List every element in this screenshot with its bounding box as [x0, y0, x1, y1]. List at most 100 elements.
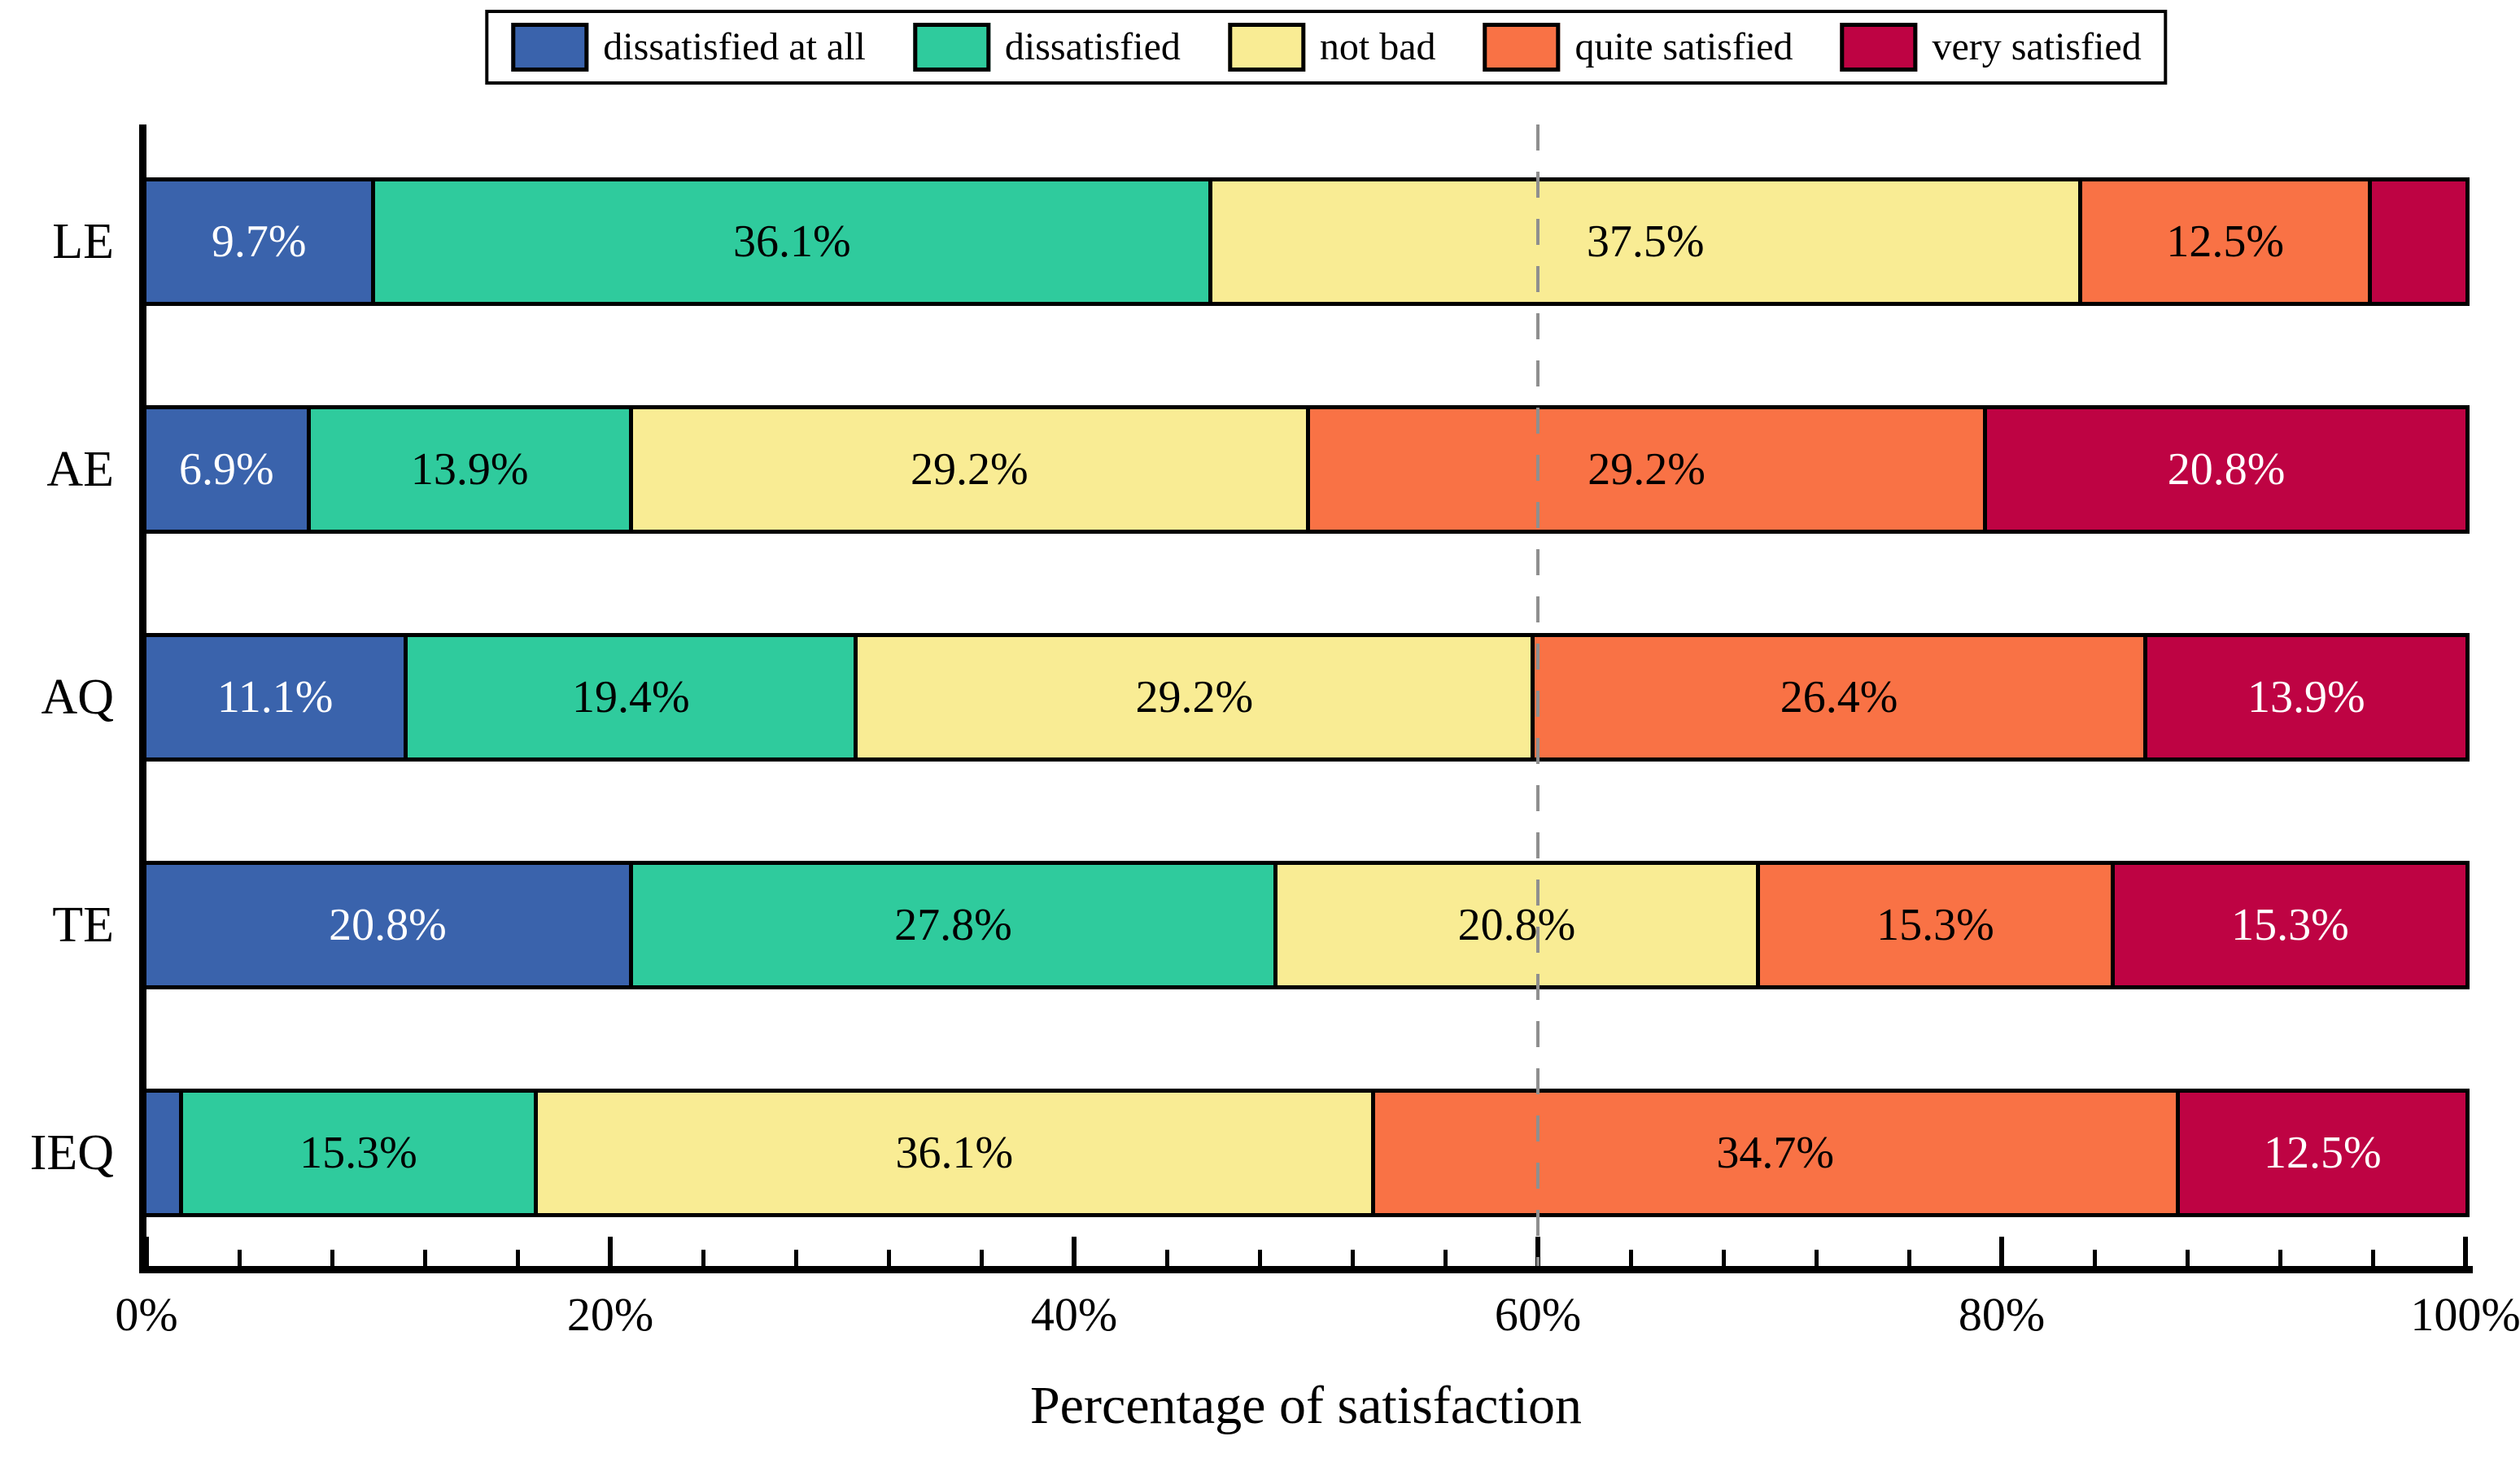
segment-value-label: 15.3% — [1876, 900, 1994, 950]
minor-tick — [1721, 1250, 1726, 1266]
category-label: AE — [46, 442, 114, 497]
segment-value-label: 36.1% — [733, 216, 851, 267]
minor-tick — [1628, 1250, 1633, 1266]
bar-segment: 29.2% — [1305, 409, 1984, 530]
bar-segment: 29.2% — [854, 637, 1531, 757]
bar-segment — [2368, 181, 2465, 302]
segment-value-label: 13.9% — [2247, 672, 2365, 722]
legend-swatch-icon — [1483, 23, 1561, 72]
category-label: TE — [52, 897, 114, 953]
segment-value-label: 37.5% — [1586, 216, 1705, 267]
reference-line-60-percent — [1536, 124, 1540, 1266]
minor-tick — [422, 1250, 427, 1266]
category-label: AQ — [41, 670, 114, 725]
bar-segment: 34.7% — [1370, 1093, 2176, 1213]
major-tick — [144, 1237, 149, 1266]
bar-segment: 37.5% — [1208, 181, 2079, 302]
bar-segment: 12.5% — [2175, 1093, 2465, 1213]
minor-tick — [793, 1250, 798, 1266]
bar-segment: 26.4% — [1531, 637, 2143, 757]
segment-value-label: 9.7% — [211, 216, 307, 267]
segment-value-label: 13.9% — [410, 444, 529, 495]
category-label: LE — [52, 214, 114, 269]
minor-tick — [979, 1250, 984, 1266]
legend-swatch-icon — [511, 23, 589, 72]
bar-segment: 20.8% — [1983, 409, 2465, 530]
segment-value-label: 20.8% — [1457, 900, 1576, 950]
bar-segment: 6.9% — [146, 409, 307, 530]
minor-tick — [2278, 1250, 2282, 1266]
segment-value-label: 20.8% — [329, 900, 447, 950]
minor-tick — [1443, 1250, 1448, 1266]
bar-segment: 11.1% — [146, 637, 404, 757]
bar-segment: 27.8% — [628, 865, 1274, 985]
minor-tick — [1906, 1250, 1911, 1266]
segment-value-label: 15.3% — [2231, 900, 2349, 950]
legend-label: quite satisfied — [1574, 25, 1793, 68]
minor-tick — [1164, 1250, 1169, 1266]
minor-tick — [515, 1250, 520, 1266]
legend-item: not bad — [1227, 23, 1436, 72]
segment-value-label: 36.1% — [895, 1128, 1014, 1178]
legend-swatch-icon — [912, 23, 990, 72]
x-axis-spine — [139, 1266, 2473, 1273]
segment-value-label: 27.8% — [894, 900, 1012, 950]
x-tick-label: 40% — [1030, 1288, 1118, 1341]
bar-segment: 15.3% — [1755, 865, 2111, 985]
legend-item: dissatisfied at all — [511, 23, 866, 72]
minor-tick — [2185, 1250, 2190, 1266]
minor-tick — [330, 1250, 334, 1266]
legend-swatch-icon — [1227, 23, 1305, 72]
legend-item: quite satisfied — [1483, 23, 1793, 72]
minor-tick — [701, 1250, 705, 1266]
segment-value-label: 19.4% — [571, 672, 690, 722]
bar-segment: 15.3% — [178, 1093, 534, 1213]
bar-segment: 15.3% — [2110, 865, 2465, 985]
major-tick — [608, 1237, 613, 1266]
bar-segment: 20.8% — [1273, 865, 1756, 985]
x-axis-title: Percentage of satisfaction — [1029, 1376, 1583, 1435]
legend-swatch-icon — [1840, 23, 1918, 72]
legend-label: dissatisfied — [1004, 25, 1181, 68]
minor-tick — [886, 1250, 891, 1266]
minor-tick — [1257, 1250, 1262, 1266]
minor-tick — [1350, 1250, 1355, 1266]
segment-value-label: 20.8% — [2167, 444, 2286, 495]
segment-value-label: 29.2% — [1588, 444, 1705, 495]
minor-tick — [237, 1250, 242, 1266]
category-label: IEQ — [29, 1125, 114, 1181]
bar-segment: 20.8% — [146, 865, 629, 985]
legend-item: dissatisfied — [912, 23, 1181, 72]
bar-segment: 36.1% — [371, 181, 1209, 302]
major-tick — [1072, 1237, 1077, 1266]
segment-value-label: 11.1% — [216, 672, 334, 722]
x-tick-label: 60% — [1494, 1288, 1582, 1341]
segment-value-label: 29.2% — [911, 444, 1029, 495]
legend-label: very satisfied — [1932, 25, 2142, 68]
x-tick-label: 80% — [1958, 1288, 2046, 1341]
bar-segment: 36.1% — [533, 1093, 1371, 1213]
segment-value-label: 12.5% — [2264, 1128, 2382, 1178]
bar-segment: 29.2% — [628, 409, 1306, 530]
bar-segment: 13.9% — [306, 409, 629, 530]
segment-value-label: 29.2% — [1135, 672, 1254, 722]
segment-value-label: 15.3% — [299, 1128, 417, 1178]
x-tick-label: 0% — [115, 1288, 178, 1341]
stacked-bar-AE: 6.9% 13.9% 29.2% 29.2% 20.8% — [142, 405, 2470, 534]
minor-tick — [1814, 1250, 1819, 1266]
bar-segment — [146, 1093, 179, 1213]
stacked-bar-IEQ: 15.3% 36.1% 34.7% 12.5% — [142, 1089, 2470, 1217]
bar-segment: 13.9% — [2142, 637, 2465, 757]
segment-value-label: 12.5% — [2166, 216, 2284, 267]
major-tick — [1999, 1237, 2004, 1266]
bar-segment: 19.4% — [404, 637, 854, 757]
minor-tick — [2092, 1250, 2097, 1266]
major-tick — [2463, 1237, 2468, 1266]
bar-segment: 9.7% — [146, 181, 372, 302]
bar-segment: 12.5% — [2078, 181, 2369, 302]
legend-label: dissatisfied at all — [603, 25, 866, 68]
legend: dissatisfied at all dissatisfied not bad qu… — [485, 10, 2168, 85]
legend-item: very satisfied — [1840, 23, 2142, 72]
legend-label: not bad — [1319, 25, 1436, 68]
